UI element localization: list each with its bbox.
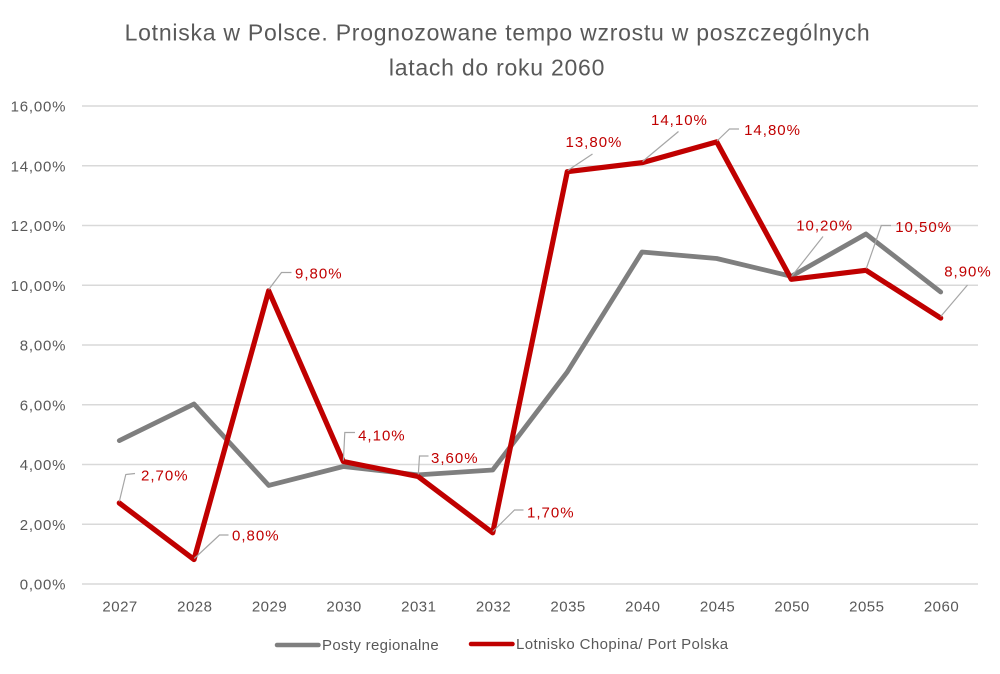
svg-text:2027: 2027 (102, 599, 137, 616)
svg-text:8,90%: 8,90% (944, 264, 992, 281)
svg-text:10,20%: 10,20% (796, 218, 853, 235)
svg-text:16,00%: 16,00% (11, 99, 67, 116)
svg-text:4,10%: 4,10% (358, 428, 406, 445)
svg-text:10,50%: 10,50% (895, 219, 952, 236)
svg-text:latach do roku 2060: latach do roku 2060 (389, 55, 605, 81)
svg-text:0,00%: 0,00% (20, 577, 67, 594)
svg-text:9,80%: 9,80% (295, 266, 343, 283)
svg-text:2045: 2045 (700, 599, 735, 616)
svg-text:Lotniska w Polsce. Prognozowan: Lotniska w Polsce. Prognozowane tempo wz… (125, 20, 871, 46)
svg-text:13,80%: 13,80% (566, 134, 623, 151)
svg-text:2060: 2060 (924, 599, 959, 616)
svg-text:2031: 2031 (401, 599, 436, 616)
svg-text:2050: 2050 (774, 599, 809, 616)
svg-text:Lotnisko Chopina/ Port Polska: Lotnisko Chopina/ Port Polska (516, 636, 729, 653)
svg-text:8,00%: 8,00% (20, 338, 67, 355)
svg-text:2028: 2028 (177, 599, 212, 616)
svg-text:2,00%: 2,00% (20, 517, 67, 534)
svg-text:1,70%: 1,70% (527, 505, 575, 522)
svg-text:0,80%: 0,80% (232, 528, 280, 545)
svg-text:2029: 2029 (252, 599, 287, 616)
svg-text:12,00%: 12,00% (11, 218, 67, 235)
svg-text:Posty regionalne: Posty regionalne (322, 637, 439, 654)
svg-text:2032: 2032 (476, 599, 511, 616)
svg-text:2035: 2035 (550, 599, 585, 616)
svg-text:2040: 2040 (625, 599, 660, 616)
svg-text:10,00%: 10,00% (11, 278, 67, 295)
svg-text:2030: 2030 (326, 599, 361, 616)
svg-text:14,10%: 14,10% (651, 112, 708, 129)
svg-text:6,00%: 6,00% (20, 397, 67, 414)
svg-text:3,60%: 3,60% (431, 450, 479, 467)
svg-text:14,00%: 14,00% (11, 158, 67, 175)
svg-text:4,00%: 4,00% (20, 457, 67, 474)
svg-text:2055: 2055 (849, 599, 884, 616)
svg-text:2,70%: 2,70% (141, 468, 189, 485)
svg-text:14,80%: 14,80% (744, 122, 801, 139)
